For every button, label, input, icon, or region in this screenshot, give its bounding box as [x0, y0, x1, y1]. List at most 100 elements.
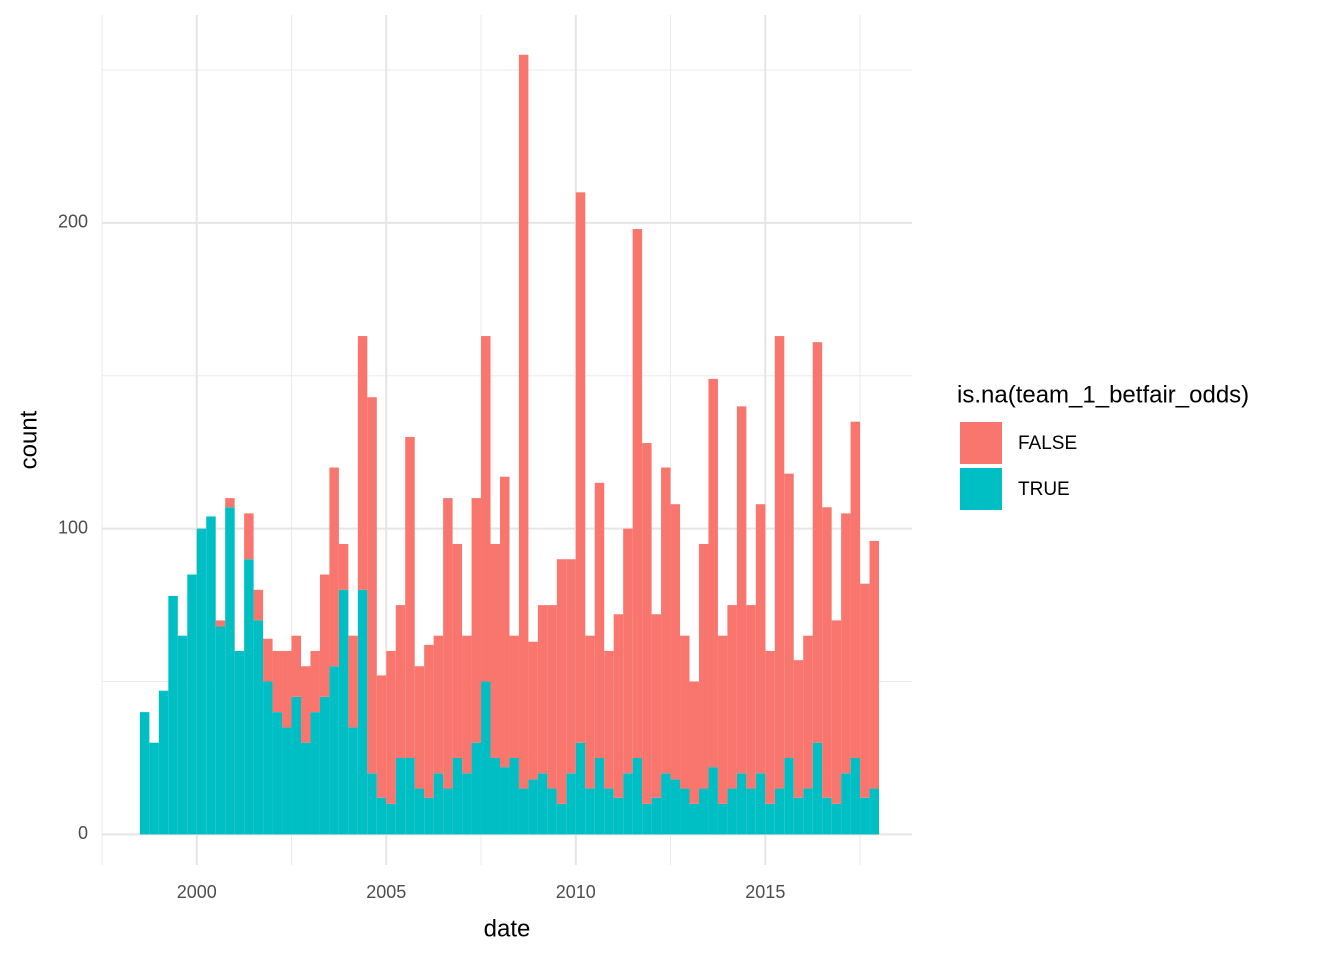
bar [594, 482, 605, 758]
bar [765, 803, 775, 835]
bar [244, 513, 254, 560]
bar [386, 650, 396, 804]
bar [537, 605, 548, 774]
bar [291, 635, 301, 697]
bar [443, 498, 453, 789]
legend-key [960, 422, 1002, 464]
bar [537, 773, 548, 835]
bar [613, 797, 624, 835]
bar [784, 473, 794, 758]
bar [689, 803, 699, 835]
bar [452, 543, 463, 758]
bar [670, 779, 681, 835]
bar [348, 727, 358, 835]
bar [680, 635, 690, 789]
legend-label: FALSE [1018, 433, 1077, 454]
bar [433, 773, 444, 835]
bar [604, 788, 614, 835]
bar [481, 336, 491, 682]
bar [518, 54, 529, 789]
bar [433, 635, 444, 774]
bar [518, 788, 529, 835]
bar [215, 620, 226, 627]
bar [547, 788, 557, 835]
bar [556, 803, 567, 835]
bar [632, 229, 643, 758]
bar [774, 336, 785, 789]
bar [575, 192, 586, 743]
bar [556, 559, 567, 804]
bar [613, 614, 624, 798]
bar [575, 742, 586, 835]
bar [499, 476, 510, 768]
bar [234, 650, 245, 835]
bar [727, 605, 737, 789]
bar [452, 757, 463, 835]
bar [670, 504, 681, 780]
bar [547, 605, 557, 789]
legend-title: is.na(team_1_betfair_odds) [957, 381, 1249, 408]
bar [215, 626, 226, 835]
bar [499, 767, 510, 835]
bar [831, 803, 842, 835]
bar [632, 757, 643, 835]
bar [338, 589, 349, 835]
bar [462, 635, 472, 774]
bar [755, 504, 766, 774]
bar [367, 773, 377, 835]
bar [244, 559, 254, 835]
bar [850, 757, 861, 835]
bar [509, 635, 519, 758]
x-tick-label: 2015 [745, 882, 785, 902]
y-tick-label: 0 [78, 823, 88, 843]
bar [338, 543, 349, 590]
bar [822, 507, 832, 798]
x-axis-title: date [484, 915, 531, 942]
bar [490, 543, 500, 758]
y-tick-label: 100 [58, 517, 88, 537]
bar [774, 788, 785, 835]
bar [329, 666, 339, 835]
bar [272, 712, 283, 835]
bar [793, 797, 804, 835]
bar [680, 788, 690, 835]
bar [736, 773, 747, 835]
bar [623, 528, 633, 774]
bar [860, 797, 870, 835]
bar [698, 543, 709, 789]
bar [651, 797, 662, 835]
bar [661, 773, 671, 835]
bar [471, 498, 482, 743]
bar [736, 406, 747, 774]
bar [528, 779, 538, 835]
bar [414, 788, 425, 835]
bar [300, 742, 311, 835]
bar [509, 757, 519, 835]
bar [585, 788, 595, 835]
bar [604, 650, 614, 789]
bar [689, 681, 699, 804]
bar [585, 635, 595, 789]
bar [395, 605, 406, 758]
bar [196, 528, 207, 835]
x-tick-label: 2000 [177, 882, 217, 902]
legend-key [960, 468, 1002, 510]
y-tick-label: 200 [58, 212, 88, 232]
bar [253, 589, 264, 621]
bar [357, 589, 368, 835]
y-axis-title: count [15, 410, 42, 469]
bar [566, 559, 576, 774]
bar [869, 788, 880, 835]
bar [812, 342, 823, 743]
bar [727, 788, 737, 835]
bar [708, 378, 718, 768]
bar [708, 767, 718, 835]
bar [405, 757, 415, 835]
bar [263, 638, 273, 682]
bar [424, 797, 434, 835]
bar [158, 690, 169, 835]
bar [225, 498, 235, 508]
bar [803, 635, 813, 789]
bar [414, 666, 425, 789]
bar [812, 742, 823, 835]
